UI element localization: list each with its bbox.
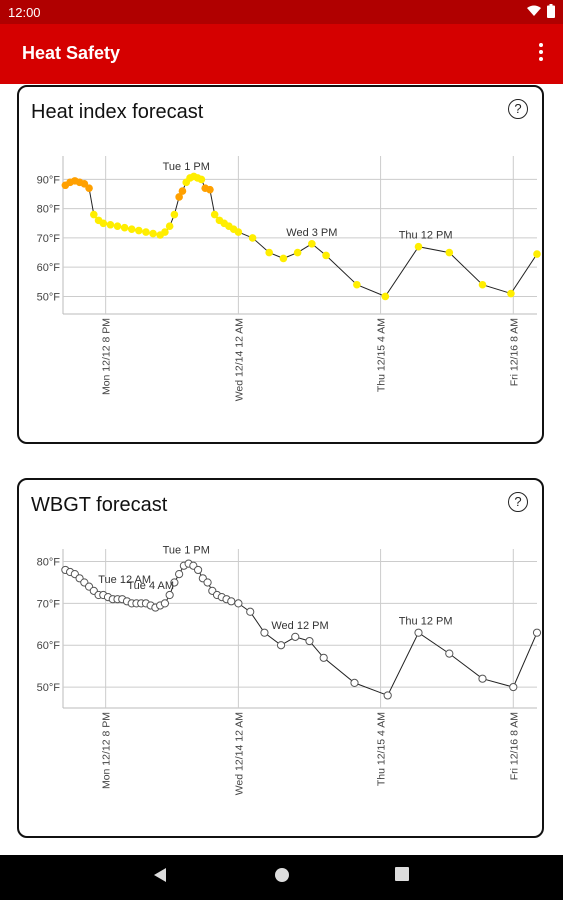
data-point [478,280,487,289]
data-point [85,184,93,192]
wbgt-card: WBGT forecast ? 50°F 60°F 70°F 80°F Mon 12/1… [17,478,544,838]
data-point [533,250,541,258]
home-icon[interactable] [274,867,290,883]
data-point [478,674,487,683]
data-point [210,210,219,219]
data-point [234,228,243,236]
data-point [197,175,206,184]
x-tick-label: Wed 12/14 12 AM [233,318,245,401]
data-point [106,220,115,229]
data-point [90,210,98,219]
data-point [319,653,328,662]
data-point [206,185,214,194]
data-point [149,229,157,238]
x-tick-label: Mon 12/12 8 PM [101,318,113,395]
battery-icon [547,4,555,18]
card-title: Heat index forecast [31,101,204,123]
y-tick-label: 60°F [37,640,61,652]
y-tick-label: 80°F [37,557,61,569]
data-point [291,632,300,641]
data-point [507,289,515,298]
y-tick-label: 90°F [37,174,61,186]
data-point [308,239,316,248]
y-tick-label: 70°F [37,598,61,610]
help-icon[interactable]: ? [508,99,528,119]
app-bar: Heat Safety [0,24,563,84]
point-annotation: Tue 4 AM [127,580,174,592]
help-icon[interactable]: ? [508,492,528,512]
data-point [135,226,143,235]
data-point [160,599,170,608]
data-point [170,210,179,219]
data-point [532,628,542,637]
data-point [260,628,269,637]
data-point [203,578,212,587]
data-point [383,691,392,700]
x-tick-label: Thu 12/15 4 AM [376,318,388,392]
wifi-icon [527,5,541,16]
y-tick-label: 60°F [37,262,61,274]
navigation-bar [0,855,563,900]
data-point [178,187,187,195]
data-point [113,222,122,231]
data-point [265,248,273,257]
x-tick-label: Mon 12/12 8 PM [101,712,113,789]
data-point [276,641,286,650]
point-annotation: Thu 12 PM [399,230,453,242]
data-point [165,222,174,231]
point-annotation: Tue 12 AM [98,574,151,586]
point-annotation: Wed 3 PM [286,227,337,239]
data-point [509,682,518,692]
data-point [120,223,129,232]
data-point [445,248,454,257]
data-point [350,678,359,687]
data-point [170,578,179,587]
status-icons [527,4,555,18]
recents-icon[interactable] [395,867,409,881]
data-point [381,292,390,301]
status-bar: 12:00 [0,0,563,24]
heat-index-chart: 50°F 60°F 70°F 80°F 90°F Mon 12/12 8 PM Wed 12… [37,156,541,401]
overflow-menu-icon[interactable] [533,40,549,68]
heat-index-card: Heat index forecast ? 50°F 60°F 70°F 80°F 90… [17,85,544,444]
data-point [175,193,183,201]
status-time: 12:00 [8,5,41,20]
data-point [234,599,243,608]
data-point [445,649,454,658]
data-point [175,570,184,579]
app-title: Heat Safety [22,43,121,63]
x-tick-label: Wed 12/14 12 AM [233,712,245,795]
wbgt-chart: 50°F 60°F 70°F 80°F Mon 12/12 8 PM Wed 12/14 … [37,545,542,795]
data-point [246,607,255,616]
data-point [127,225,136,233]
data-point [193,565,203,575]
point-annotation: Wed 12 PM [271,620,328,632]
point-annotation: Tue 1 PM [163,161,210,173]
data-point [248,234,257,242]
card-title: WBGT forecast [31,494,168,516]
x-tick-label: Fri 12/16 8 AM [508,318,520,386]
y-tick-label: 70°F [37,233,61,245]
point-annotation: Tue 1 PM [163,545,210,557]
data-point [161,228,169,236]
data-point [165,590,174,600]
data-point [414,242,423,251]
y-tick-label: 50°F [37,291,61,303]
x-tick-label: Thu 12/15 4 AM [376,712,388,786]
data-point [227,597,236,606]
data-point [305,636,314,646]
x-tick-label: Fri 12/16 8 AM [508,712,520,780]
data-point [322,251,330,260]
data-point [279,254,288,263]
point-annotation: Thu 12 PM [399,616,453,628]
data-point [99,219,108,228]
data-point [353,280,361,289]
data-point [142,228,150,236]
y-tick-label: 50°F [37,682,61,694]
y-tick-label: 80°F [37,204,61,216]
data-point [414,628,423,637]
data-point [293,248,302,257]
back-icon[interactable] [153,867,167,883]
